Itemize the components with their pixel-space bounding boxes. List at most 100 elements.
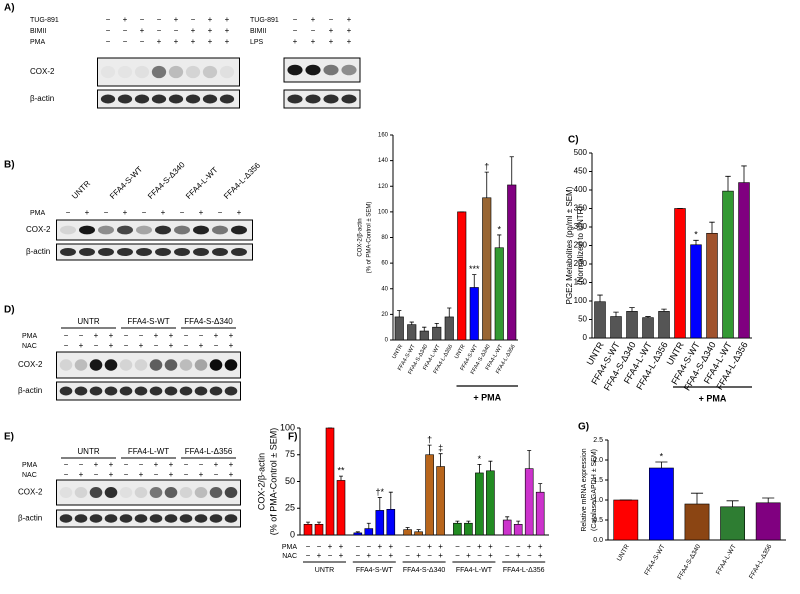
sign: + [438,551,443,560]
error-bar [505,516,510,521]
group-label: FFA4-S-WT [356,567,394,574]
bar [684,503,710,541]
sign: − [139,460,144,469]
band-label: COX-2 [30,67,55,76]
bar [486,470,495,536]
sign: − [355,551,360,560]
blot-band [60,225,76,235]
sign: + [466,551,471,560]
panel-label: C) [568,135,579,146]
bar [353,532,363,536]
sign: − [184,460,189,469]
y-tick-label: 1.0 [593,497,603,504]
sign: + [169,470,174,479]
blot-band [341,64,357,76]
sign: + [329,26,334,35]
sign: + [79,470,84,479]
sign: − [311,26,316,35]
y-tick-label: 400 [574,185,588,194]
sign: − [306,542,311,551]
sign: − [306,551,311,560]
bar [494,247,504,341]
sign: − [64,460,69,469]
blot-band [118,66,132,78]
sign: − [124,331,129,340]
significance: * [478,454,482,464]
y-tick-label: 80 [381,235,388,241]
sign: + [139,470,144,479]
bar [502,519,512,536]
sign: − [123,26,128,35]
sign: − [106,15,111,24]
bar [464,522,473,536]
error-bar [466,520,471,524]
sign: + [538,551,543,560]
bar [453,522,462,536]
y-tick-label: 200 [574,259,588,268]
group-label: FFA4-L-Δ356 [503,567,545,574]
sign: + [366,551,371,560]
sign: + [377,542,382,551]
bar [524,468,534,536]
sign: − [139,331,144,340]
blot-band [100,94,116,104]
sign: + [416,551,421,560]
sign: − [124,341,129,350]
blot-band [209,359,223,371]
sign: − [123,37,128,46]
y-tick-label: 100 [574,296,588,305]
blot-band [134,514,148,523]
error-bar [484,171,489,198]
sign: − [455,542,460,551]
y-tick-label: 140 [378,158,389,164]
sign: − [505,551,510,560]
bracket-label: + PMA [699,393,727,403]
blot-band [209,386,223,396]
blot-band [194,514,208,523]
sign: + [109,470,114,479]
y-tick-label: 25 [285,503,295,513]
blot-band [168,65,184,79]
error-bar [725,175,731,192]
blot-band [136,225,152,235]
bar [594,301,606,339]
sign: + [109,331,114,340]
error-bar [762,497,775,503]
sign: − [64,470,69,479]
blot-band [98,225,114,235]
sign: − [416,542,421,551]
error-bar [509,156,514,185]
blot-band [194,487,208,498]
band-label: β-actin [26,247,50,256]
sign: − [154,341,159,350]
y-tick-label: 20 [381,312,388,318]
row-label: LPS [250,39,264,46]
error-bar [438,453,443,467]
bar [325,427,335,536]
error-bar [339,475,343,481]
sign: − [214,470,219,479]
y-tick-label: 450 [574,167,588,176]
bar [642,317,654,339]
significance: † [427,434,432,444]
sign: + [208,37,213,46]
blot-strip [97,89,240,109]
sign: − [427,551,432,560]
y-tick-label: 1.5 [593,477,603,484]
sign: + [293,37,298,46]
band-label: COX-2 [18,360,43,369]
y-tick-label: 120 [378,184,389,190]
row-label: PMA [30,39,46,46]
row-label: TUG-891 [250,17,279,24]
sign: + [339,551,344,560]
x-tick-label: UNTR [391,344,404,360]
blot-band [101,66,115,78]
sign: + [229,331,234,340]
sign: − [214,341,219,350]
blot-band [149,487,163,498]
row-label: PMA [22,462,38,469]
sign: − [355,542,360,551]
y-axis-label: (% of PMA-Control ± SEM) [268,428,278,535]
sign: − [124,460,129,469]
blot-band [155,248,171,256]
